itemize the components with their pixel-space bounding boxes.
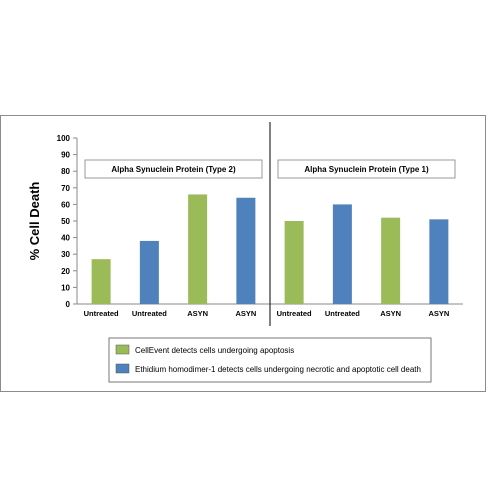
y-tick-label: 10	[61, 283, 70, 292]
x-category-label: ASYN	[235, 309, 256, 318]
legend-entry-2: Ethidium homodimer-1 detects cells under…	[135, 365, 421, 374]
chart-frame: % Cell Death 0 10 20 30 40 50 60 70 80 90 100 Alpha …	[0, 115, 486, 392]
x-category-label: Untreated	[325, 309, 360, 318]
chart-svg: % Cell Death 0 10 20 30 40 50 60 70 80 90 100 Alpha …	[27, 122, 463, 383]
y-tick-label: 100	[57, 134, 71, 143]
y-tick-label: 20	[61, 267, 70, 276]
y-tick-label: 80	[61, 167, 70, 176]
bar-8	[429, 219, 449, 304]
x-category-label: ASYN	[428, 309, 449, 318]
bar-3	[188, 194, 208, 304]
bar-2	[139, 240, 159, 304]
bar-6	[332, 204, 352, 304]
legend-swatch	[115, 344, 130, 355]
y-axis-label: % Cell Death	[27, 182, 42, 261]
group-label-box	[277, 159, 456, 179]
bar-7	[381, 217, 401, 304]
bar-1	[91, 259, 111, 304]
y-tick-label: 50	[61, 217, 70, 226]
x-category-label: Untreated	[84, 309, 119, 318]
y-tick-label: 70	[61, 184, 70, 193]
x-category-label: ASYN	[187, 309, 208, 318]
legend-swatch	[115, 363, 130, 374]
group-label-2: Alpha Synuclein Protein (Type 1)	[304, 165, 429, 174]
y-tick-label: 0	[66, 300, 71, 309]
group-label-box	[84, 159, 263, 179]
x-category-label: ASYN	[380, 309, 401, 318]
x-category-label: Untreated	[132, 309, 167, 318]
y-tick-label: 30	[61, 250, 70, 259]
x-category-label: Untreated	[277, 309, 312, 318]
legend-box	[108, 337, 432, 383]
y-tick-label: 60	[61, 200, 70, 209]
legend-entry-1: CellEvent detects cells undergoing apopt…	[135, 346, 294, 355]
y-tick-label: 40	[61, 234, 70, 243]
group-label-1: Alpha Synuclein Protein (Type 2)	[111, 165, 236, 174]
y-tick-label: 90	[61, 151, 70, 160]
bar-5	[284, 221, 304, 304]
bar-4	[236, 197, 256, 304]
